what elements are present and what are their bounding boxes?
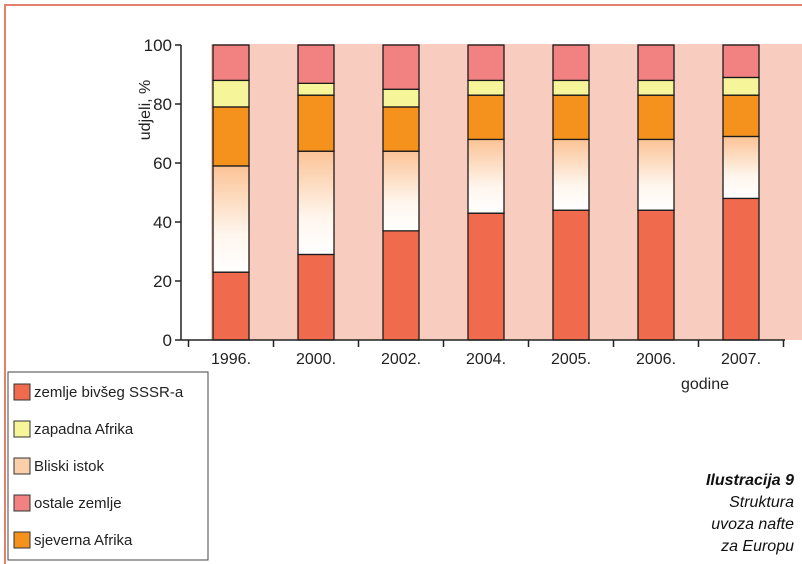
x-tick-label-2004: 2004. [466, 351, 506, 368]
bar-sjeverna-afrika-2005 [552, 94, 590, 141]
bar-zemlje-biv-eg-sssr-a-2005 [552, 209, 590, 341]
legend-box [7, 371, 209, 561]
bar-sjeverna-afrika-2006 [637, 94, 675, 141]
caption-line-2: uvoza nafte [711, 516, 794, 533]
y-tick-label-60: 60 [153, 154, 172, 173]
bar-sjeverna-afrika-2004 [467, 94, 505, 141]
bar-ostale-zemlje-2006 [637, 44, 675, 82]
bar-sjeverna-afrika-2000 [297, 94, 335, 152]
legend-swatch-zemlje-biv-eg-sssr-a [13, 383, 31, 401]
y-tick-label-0: 0 [163, 331, 172, 350]
legend-label-sjeverna-afrika: sjeverna Afrika [34, 532, 133, 549]
legend-swatch-sjeverna-afrika [13, 531, 31, 549]
caption-line-3: za Europu [721, 538, 794, 555]
bar-zapadna-afrika-2007 [722, 76, 760, 96]
bar-zapadna-afrika-2000 [297, 82, 335, 96]
bar-bliski-istok-1996 [212, 165, 250, 273]
bar-zemlje-biv-eg-sssr-a-2000 [297, 253, 335, 341]
bar-bliski-istok-2000 [297, 150, 335, 256]
figure-frame [4, 4, 802, 564]
legend-label-bliski-istok: Bliski istok [34, 458, 105, 475]
x-tick-label-2002: 2002. [381, 351, 421, 368]
x-axis-label: godine [681, 376, 729, 393]
y-tick-label-40: 40 [153, 213, 172, 232]
x-tick-label-2007: 2007. [721, 351, 761, 368]
bar-bliski-istok-2005 [552, 138, 590, 211]
caption-title: Ilustracija 9 [705, 472, 794, 489]
bar-bliski-istok-2007 [722, 135, 760, 200]
bar-zapadna-afrika-1996 [212, 79, 250, 108]
bar-sjeverna-afrika-1996 [212, 106, 250, 167]
bar-ostale-zemlje-2004 [467, 44, 505, 82]
bar-zapadna-afrika-2004 [467, 79, 505, 96]
x-tick-label-2000: 2000. [296, 351, 336, 368]
legend-label-zemlje-biv-eg-sssr-a: zemlje bivšeg SSSR-a [34, 384, 184, 401]
bar-zapadna-afrika-2006 [637, 79, 675, 96]
legend-label-ostale-zemlje: ostale zemlje [34, 495, 122, 512]
legend-label-zapadna-afrika: zapadna Afrika [34, 421, 134, 438]
bar-zemlje-biv-eg-sssr-a-2004 [467, 212, 505, 341]
x-tick-label-2006: 2006. [636, 351, 676, 368]
bar-zapadna-afrika-2005 [552, 79, 590, 96]
figure-caption: Ilustracija 9 Struktura uvoza nafte za E… [706, 470, 794, 558]
bar-sjeverna-afrika-2002 [382, 106, 420, 152]
bar-zapadna-afrika-2002 [382, 88, 420, 108]
bar-ostale-zemlje-1996 [212, 44, 250, 82]
y-tick-label-100: 100 [144, 36, 172, 55]
bar-ostale-zemlje-2000 [297, 44, 335, 84]
y-tick-label-20: 20 [153, 272, 172, 291]
bar-zemlje-biv-eg-sssr-a-2007 [722, 197, 760, 341]
bar-sjeverna-afrika-2007 [722, 94, 760, 138]
y-tick-label-80: 80 [153, 95, 172, 114]
caption-line-1: Struktura [729, 494, 794, 511]
y-axis-label: udjeli, % [137, 80, 154, 140]
legend: zemlje bivšeg SSSR-a zapadna Afrika Bliski… [7, 371, 209, 561]
bar-ostale-zemlje-2007 [722, 44, 760, 79]
legend-swatch-zapadna-afrika [13, 420, 31, 438]
legend-swatch-ostale-zemlje [13, 494, 31, 512]
legend-swatch-bliski-istok [13, 457, 31, 475]
x-tick-label-1996: 1996. [211, 351, 251, 368]
bar-ostale-zemlje-2002 [382, 44, 420, 90]
x-tick-label-2005: 2005. [551, 351, 591, 368]
bar-ostale-zemlje-2005 [552, 44, 590, 82]
bar-bliski-istok-2002 [382, 150, 420, 232]
bar-bliski-istok-2006 [637, 138, 675, 211]
bar-zemlje-biv-eg-sssr-a-1996 [212, 271, 250, 341]
bar-bliski-istok-2004 [467, 138, 505, 214]
bar-zemlje-biv-eg-sssr-a-2006 [637, 209, 675, 341]
bar-zemlje-biv-eg-sssr-a-2002 [382, 230, 420, 341]
